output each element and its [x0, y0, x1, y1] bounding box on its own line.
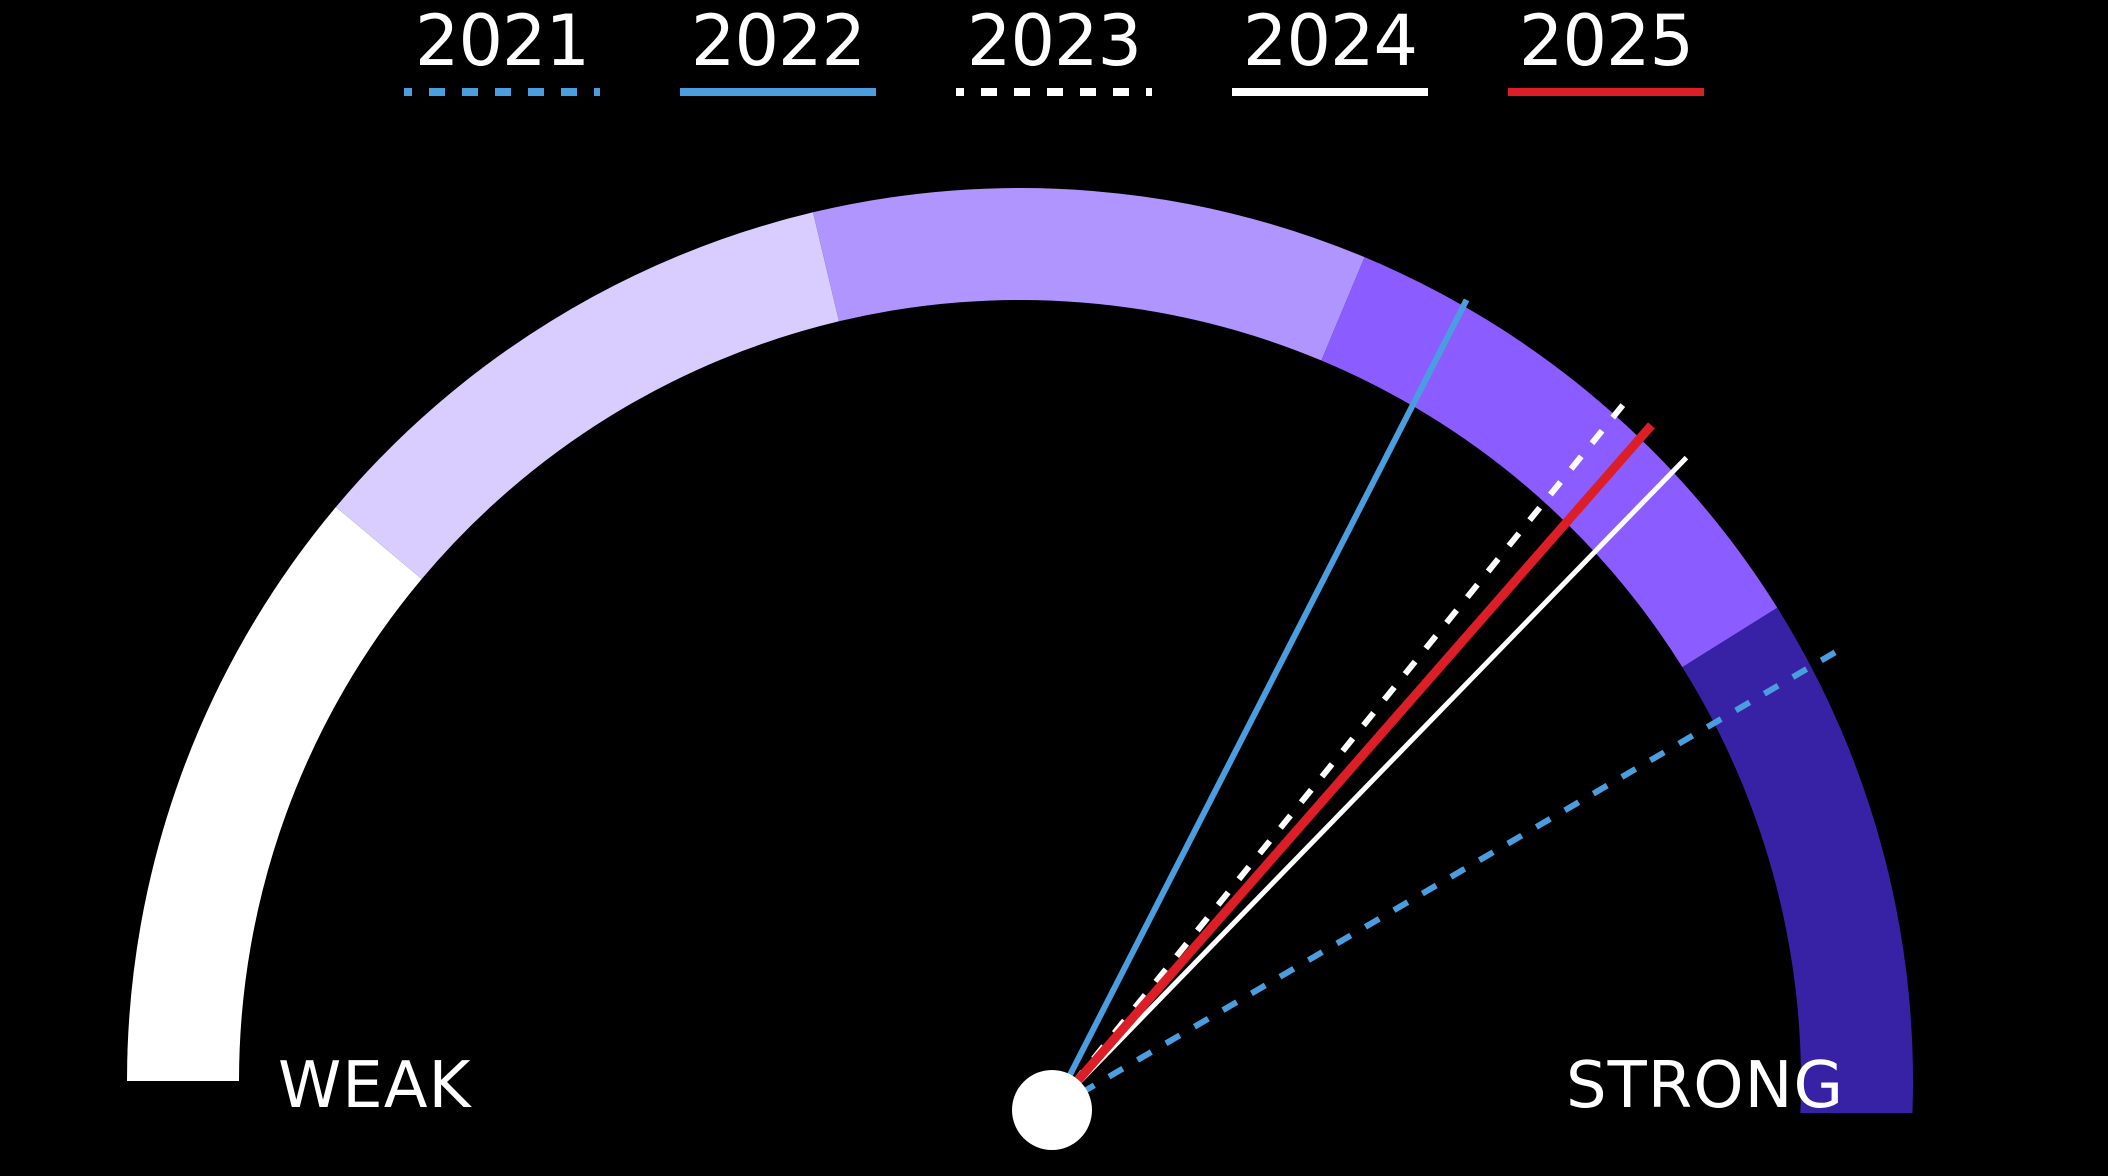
needle-2023 — [1049, 400, 1628, 1112]
legend-item-2023: 2023 — [956, 0, 1152, 100]
legend-swatch-dashed-blue — [404, 88, 600, 96]
band-2 — [335, 212, 840, 579]
band-1 — [127, 506, 422, 1081]
legend-item-2022: 2022 — [680, 0, 876, 100]
legend-label: 2023 — [966, 0, 1142, 82]
band-5 — [1682, 607, 1913, 1113]
weak-label: WEAK — [278, 1049, 472, 1123]
needle-hub — [1012, 1070, 1092, 1150]
legend-label: 2021 — [414, 0, 590, 82]
needle-2024 — [1050, 455, 1689, 1112]
legend-swatch-solid-red — [1508, 88, 1704, 96]
band-4 — [1321, 257, 1778, 668]
needle-2022 — [1049, 298, 1470, 1112]
legend-swatch-dashed-white — [956, 88, 1152, 96]
legend-item-2021: 2021 — [404, 0, 600, 100]
legend-item-2025: 2025 — [1508, 0, 1704, 100]
strong-label: STRONG — [1566, 1049, 1845, 1123]
legend-item-2024: 2024 — [1232, 0, 1428, 100]
gauge-bands — [127, 188, 1913, 1113]
legend: 2021 2022 2023 2024 2025 — [0, 0, 2108, 110]
needle-2025 — [1048, 422, 1655, 1113]
legend-label: 2025 — [1518, 0, 1694, 82]
gauge-needles — [1048, 298, 1840, 1113]
legend-label: 2024 — [1242, 0, 1418, 82]
band-3 — [813, 188, 1365, 361]
legend-swatch-solid-blue — [680, 88, 876, 96]
legend-label: 2022 — [690, 0, 866, 82]
legend-swatch-solid-white — [1232, 88, 1428, 96]
